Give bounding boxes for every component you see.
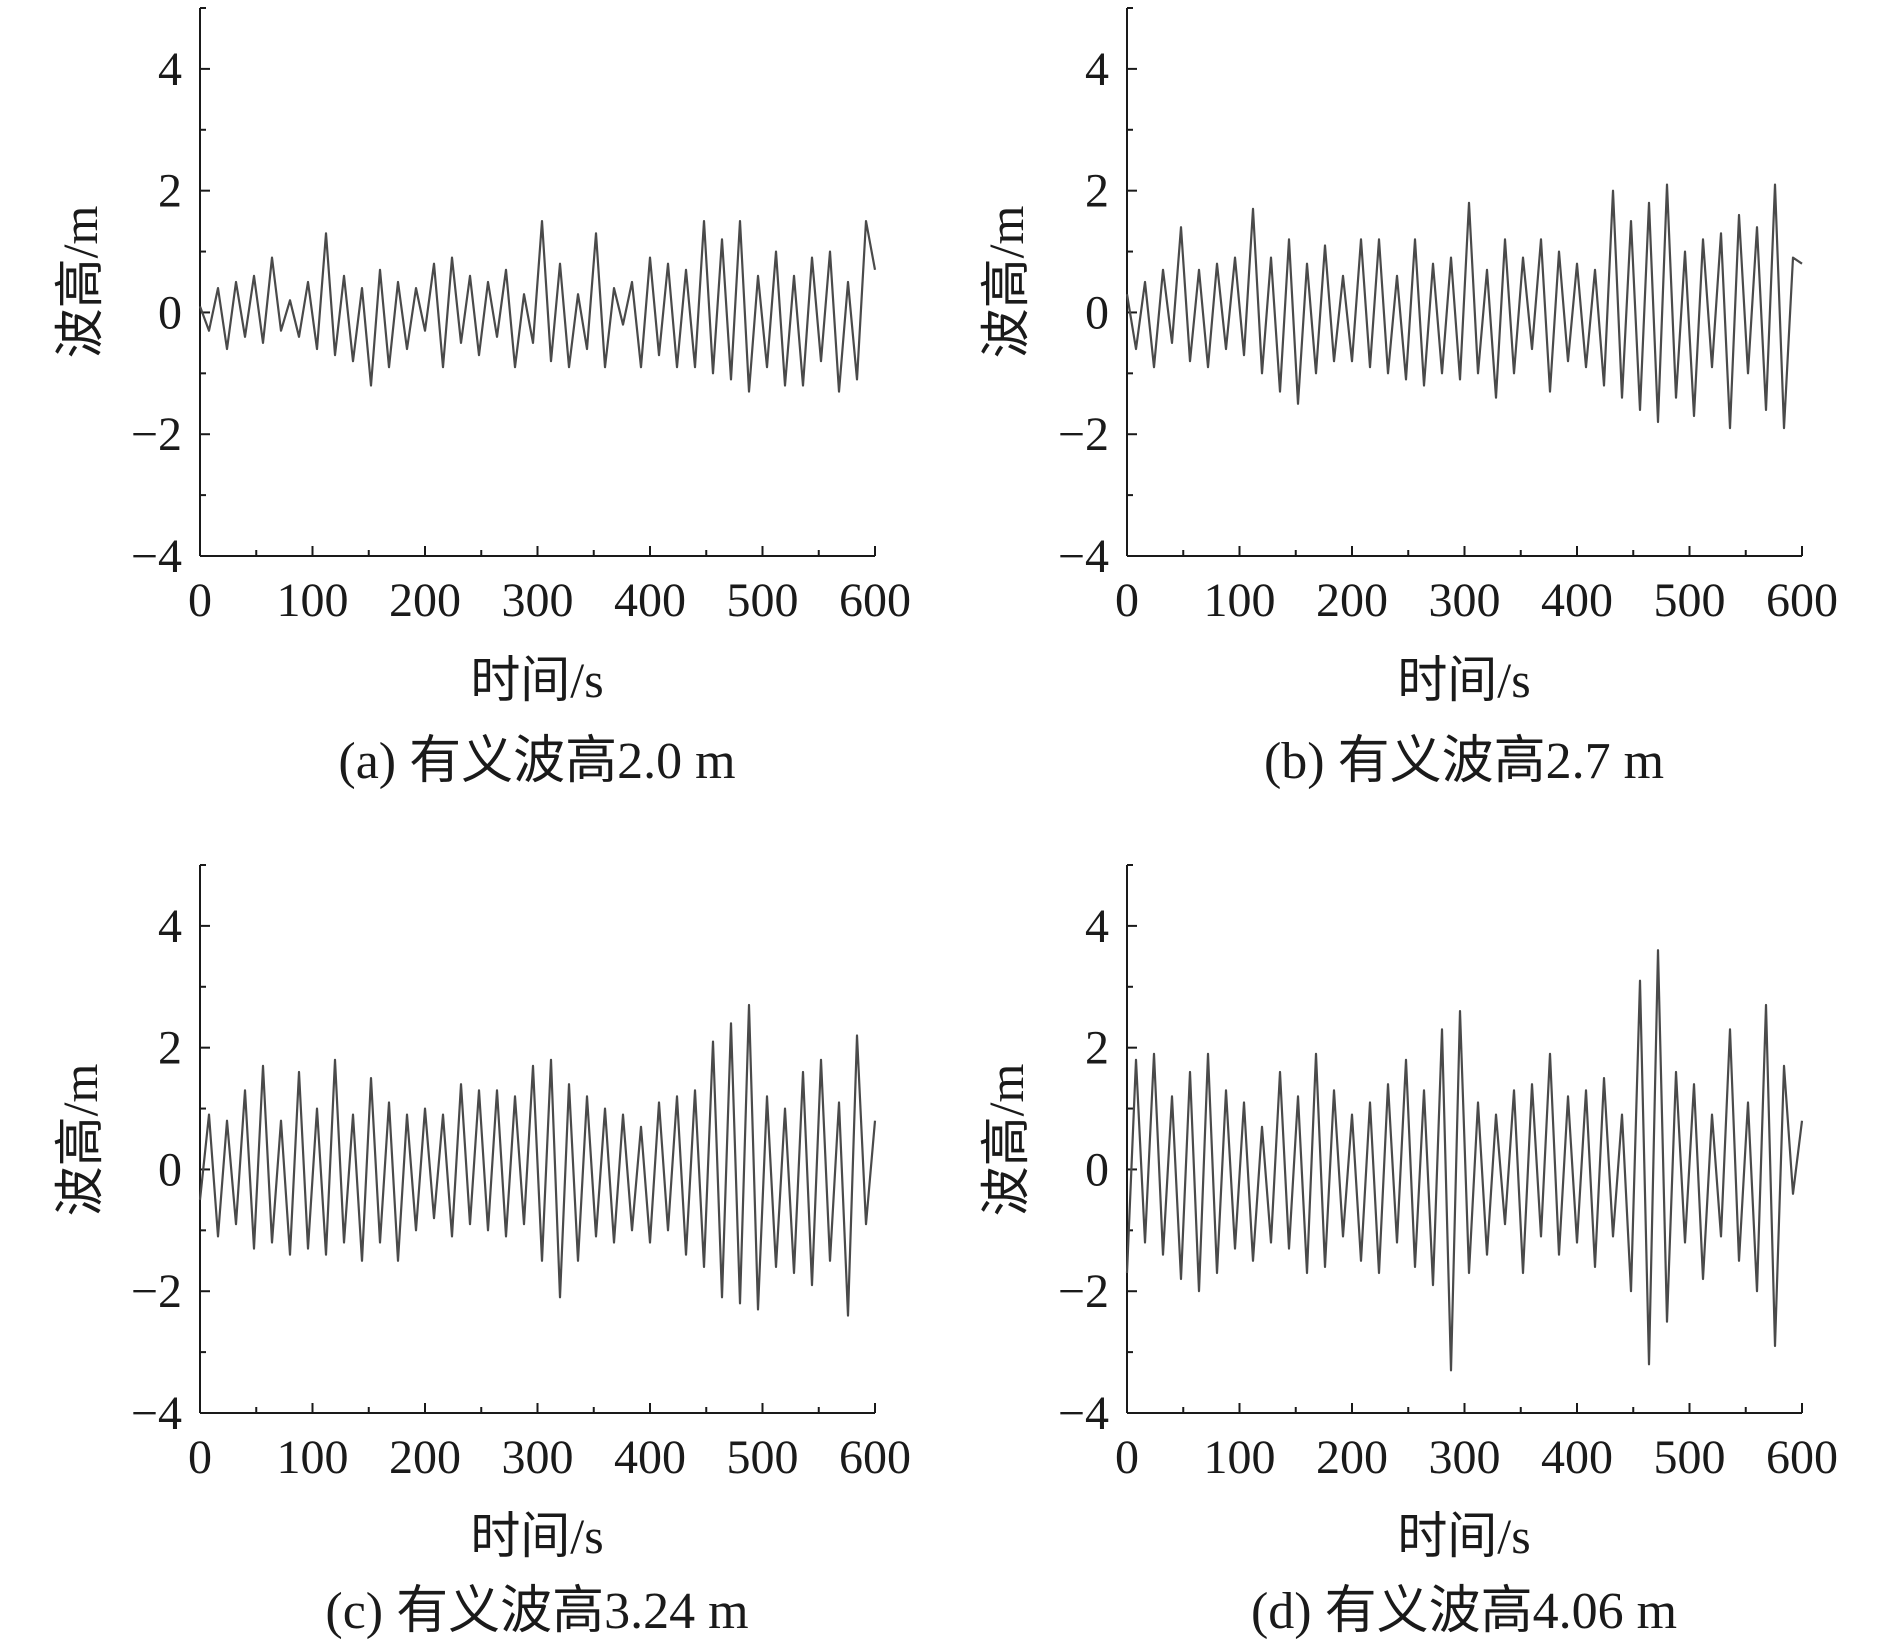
y-axis-title: 波高/m xyxy=(978,206,1034,359)
x-tick-label: 100 xyxy=(277,1431,349,1484)
y-axis-title: 波高/m xyxy=(52,206,108,359)
x-tick-label: 0 xyxy=(188,1431,212,1484)
axes xyxy=(1126,7,1803,557)
x-tick-label: 100 xyxy=(1204,574,1276,627)
y-tick-label: −2 xyxy=(1058,408,1109,461)
x-tick-label: 400 xyxy=(614,574,686,627)
x-tick-label: 400 xyxy=(1541,1431,1613,1484)
y-tick-label: 4 xyxy=(158,43,182,96)
y-tick-labels: 4 2 0 −2 −4 xyxy=(1058,900,1109,1440)
y-tick-label: −4 xyxy=(131,530,182,583)
panel-c: 4 2 0 −2 −4 0 100 200 300 400 500 600 波高/m 时间/s (c… xyxy=(52,864,911,1640)
y-tick-label: 4 xyxy=(158,900,182,953)
axes xyxy=(199,864,876,1414)
y-tick-label: 2 xyxy=(1085,165,1109,218)
y-tick-labels: 4 2 0 −2 −4 xyxy=(131,900,182,1440)
axes xyxy=(199,7,876,557)
panel-caption: (b) 有义波高2.7 m xyxy=(1264,733,1664,790)
y-tick-label: 0 xyxy=(158,286,182,339)
x-tick-label: 200 xyxy=(1316,1431,1388,1484)
y-axis-title: 波高/m xyxy=(978,1064,1034,1217)
x-tick-label: 400 xyxy=(1541,574,1613,627)
x-tick-label: 600 xyxy=(1766,574,1838,627)
y-tick-label: −2 xyxy=(131,408,182,461)
y-tick-label: −4 xyxy=(131,1387,182,1440)
x-tick-label: 600 xyxy=(839,1431,911,1484)
y-tick-label: −4 xyxy=(1058,1387,1109,1440)
x-tick-label: 200 xyxy=(389,574,461,627)
axes xyxy=(1126,864,1803,1414)
x-tick-label: 500 xyxy=(727,574,799,627)
x-tick-label: 200 xyxy=(1316,574,1388,627)
x-tick-label: 400 xyxy=(614,1431,686,1484)
x-tick-label: 300 xyxy=(502,574,574,627)
y-tick-label: 0 xyxy=(1085,1143,1109,1196)
x-tick-labels: 0 100 200 300 400 500 600 xyxy=(188,574,911,627)
x-tick-labels: 0 100 200 300 400 500 600 xyxy=(1115,574,1838,627)
y-axis-title: 波高/m xyxy=(52,1064,108,1217)
x-tick-label: 0 xyxy=(188,574,212,627)
x-tick-label: 200 xyxy=(389,1431,461,1484)
x-axis-title: 时间/s xyxy=(1397,652,1530,708)
x-tick-label: 600 xyxy=(839,574,911,627)
y-tick-label: 2 xyxy=(1085,1022,1109,1075)
x-tick-label: 500 xyxy=(1654,1431,1726,1484)
x-tick-label: 600 xyxy=(1766,1431,1838,1484)
x-tick-label: 0 xyxy=(1115,574,1139,627)
y-tick-label: 4 xyxy=(1085,900,1109,953)
y-tick-label: 0 xyxy=(1085,286,1109,339)
y-tick-label: 4 xyxy=(1085,43,1109,96)
x-tick-label: 300 xyxy=(502,1431,574,1484)
y-tick-labels: 4 2 0 −2 −4 xyxy=(1058,43,1109,583)
wave-series-line xyxy=(1125,183,1803,430)
y-tick-label: −2 xyxy=(1058,1265,1109,1318)
wave-series-line xyxy=(1125,949,1804,1372)
panel-b: 4 2 0 −2 −4 0 100 200 300 400 500 600 波高/m 时间/s (b… xyxy=(978,7,1838,790)
panel-caption: (a) 有义波高2.0 m xyxy=(338,733,735,790)
x-axis-title: 时间/s xyxy=(470,1508,603,1564)
x-tick-label: 100 xyxy=(1204,1431,1276,1484)
x-tick-label: 0 xyxy=(1115,1431,1139,1484)
x-tick-labels: 0 100 200 300 400 500 600 xyxy=(1115,1431,1838,1484)
panel-d: 4 2 0 −2 −4 0 100 200 300 400 500 600 波高/m 时间/s (d… xyxy=(978,864,1838,1640)
y-tick-labels: 4 2 0 −2 −4 xyxy=(131,43,182,583)
panel-a: 4 2 0 −2 −4 0 100 200 300 400 500 600 波高/m 时间/s (a… xyxy=(52,7,911,790)
y-tick-label: 2 xyxy=(158,165,182,218)
panel-caption: (d) 有义波高4.06 m xyxy=(1251,1583,1677,1640)
y-tick-label: 2 xyxy=(158,1022,182,1075)
x-tick-label: 100 xyxy=(277,574,349,627)
x-tick-labels: 0 100 200 300 400 500 600 xyxy=(188,1431,911,1484)
x-tick-label: 300 xyxy=(1429,1431,1501,1484)
y-tick-label: 0 xyxy=(158,1143,182,1196)
wave-series-line xyxy=(198,220,877,393)
x-tick-label: 300 xyxy=(1429,574,1501,627)
wave-series-line xyxy=(198,1003,877,1317)
panel-caption: (c) 有义波高3.24 m xyxy=(325,1583,748,1640)
y-tick-label: −4 xyxy=(1058,530,1109,583)
x-axis-title: 时间/s xyxy=(470,652,603,708)
y-tick-label: −2 xyxy=(131,1265,182,1318)
x-axis-title: 时间/s xyxy=(1397,1508,1530,1564)
x-tick-label: 500 xyxy=(1654,574,1726,627)
x-tick-label: 500 xyxy=(727,1431,799,1484)
